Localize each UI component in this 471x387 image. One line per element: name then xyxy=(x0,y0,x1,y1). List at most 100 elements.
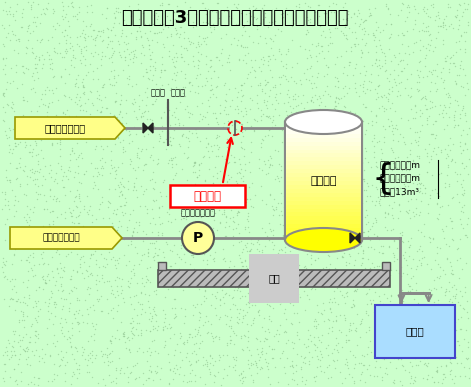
Point xyxy=(189,58,197,65)
Point xyxy=(47,288,55,295)
Point xyxy=(109,315,117,321)
Point xyxy=(239,57,246,63)
Point xyxy=(412,355,419,361)
Point xyxy=(267,191,274,197)
Point xyxy=(309,228,316,234)
Point xyxy=(435,316,443,322)
Point xyxy=(268,19,276,25)
Point xyxy=(102,256,110,262)
Point xyxy=(162,23,169,29)
Point xyxy=(1,196,8,202)
Point xyxy=(365,49,372,55)
Point xyxy=(221,80,228,86)
Point xyxy=(75,9,83,15)
Point xyxy=(464,354,471,361)
Point xyxy=(394,165,401,171)
Point xyxy=(173,84,180,90)
Point xyxy=(324,316,332,322)
Point xyxy=(428,187,435,193)
Point xyxy=(17,24,25,30)
Point xyxy=(364,344,372,350)
Point xyxy=(126,370,133,376)
Point xyxy=(141,21,149,27)
Point xyxy=(359,362,367,368)
Point xyxy=(345,245,352,251)
Point xyxy=(241,153,248,159)
Point xyxy=(55,96,62,103)
Point xyxy=(155,29,163,35)
Point xyxy=(187,378,195,384)
Point xyxy=(71,194,79,200)
Point xyxy=(56,362,64,368)
Point xyxy=(455,199,463,205)
Point xyxy=(304,336,312,342)
Point xyxy=(184,155,191,161)
Point xyxy=(316,204,323,211)
Point xyxy=(107,162,114,168)
Point xyxy=(401,315,408,322)
Point xyxy=(405,238,412,245)
Point xyxy=(42,5,49,11)
Point xyxy=(387,21,395,27)
Point xyxy=(130,262,138,268)
Point xyxy=(43,120,51,126)
Point xyxy=(106,350,114,356)
Point xyxy=(221,291,229,297)
Point xyxy=(447,218,455,224)
Point xyxy=(465,375,471,381)
Point xyxy=(410,26,417,32)
Point xyxy=(264,325,272,332)
Point xyxy=(413,196,420,202)
Point xyxy=(309,198,316,204)
Point xyxy=(195,309,203,315)
Point xyxy=(60,132,68,138)
Point xyxy=(352,89,359,96)
Point xyxy=(260,2,268,8)
Point xyxy=(227,340,234,346)
Point xyxy=(64,167,72,173)
Point xyxy=(216,110,224,116)
Point xyxy=(350,262,358,268)
Point xyxy=(23,28,31,34)
Point xyxy=(360,187,367,194)
Point xyxy=(362,265,369,271)
Point xyxy=(206,371,214,377)
Point xyxy=(257,140,265,146)
Point xyxy=(97,122,104,128)
Point xyxy=(214,281,221,287)
Point xyxy=(225,292,233,298)
Point xyxy=(350,365,358,371)
Point xyxy=(203,359,211,365)
Point xyxy=(441,271,449,277)
Point xyxy=(405,9,413,15)
Point xyxy=(108,287,116,293)
Point xyxy=(227,325,235,332)
Point xyxy=(162,342,169,348)
Point xyxy=(266,192,274,199)
Point xyxy=(190,160,198,166)
Point xyxy=(244,290,252,296)
Point xyxy=(59,303,67,309)
Point xyxy=(144,248,152,255)
Point xyxy=(399,344,407,350)
Point xyxy=(416,46,424,53)
Point xyxy=(127,320,135,326)
Point xyxy=(128,158,135,164)
Point xyxy=(302,31,310,37)
Point xyxy=(66,276,74,283)
Point xyxy=(72,116,80,122)
Point xyxy=(387,293,394,300)
Point xyxy=(239,347,247,353)
Point xyxy=(23,302,31,308)
Point xyxy=(126,56,134,62)
Point xyxy=(73,268,81,274)
Point xyxy=(3,101,10,107)
Point xyxy=(208,82,215,88)
Point xyxy=(319,236,327,242)
Point xyxy=(182,84,189,90)
Point xyxy=(213,227,220,233)
Point xyxy=(295,3,303,10)
Point xyxy=(415,28,423,34)
Point xyxy=(136,261,143,267)
Point xyxy=(388,21,395,27)
